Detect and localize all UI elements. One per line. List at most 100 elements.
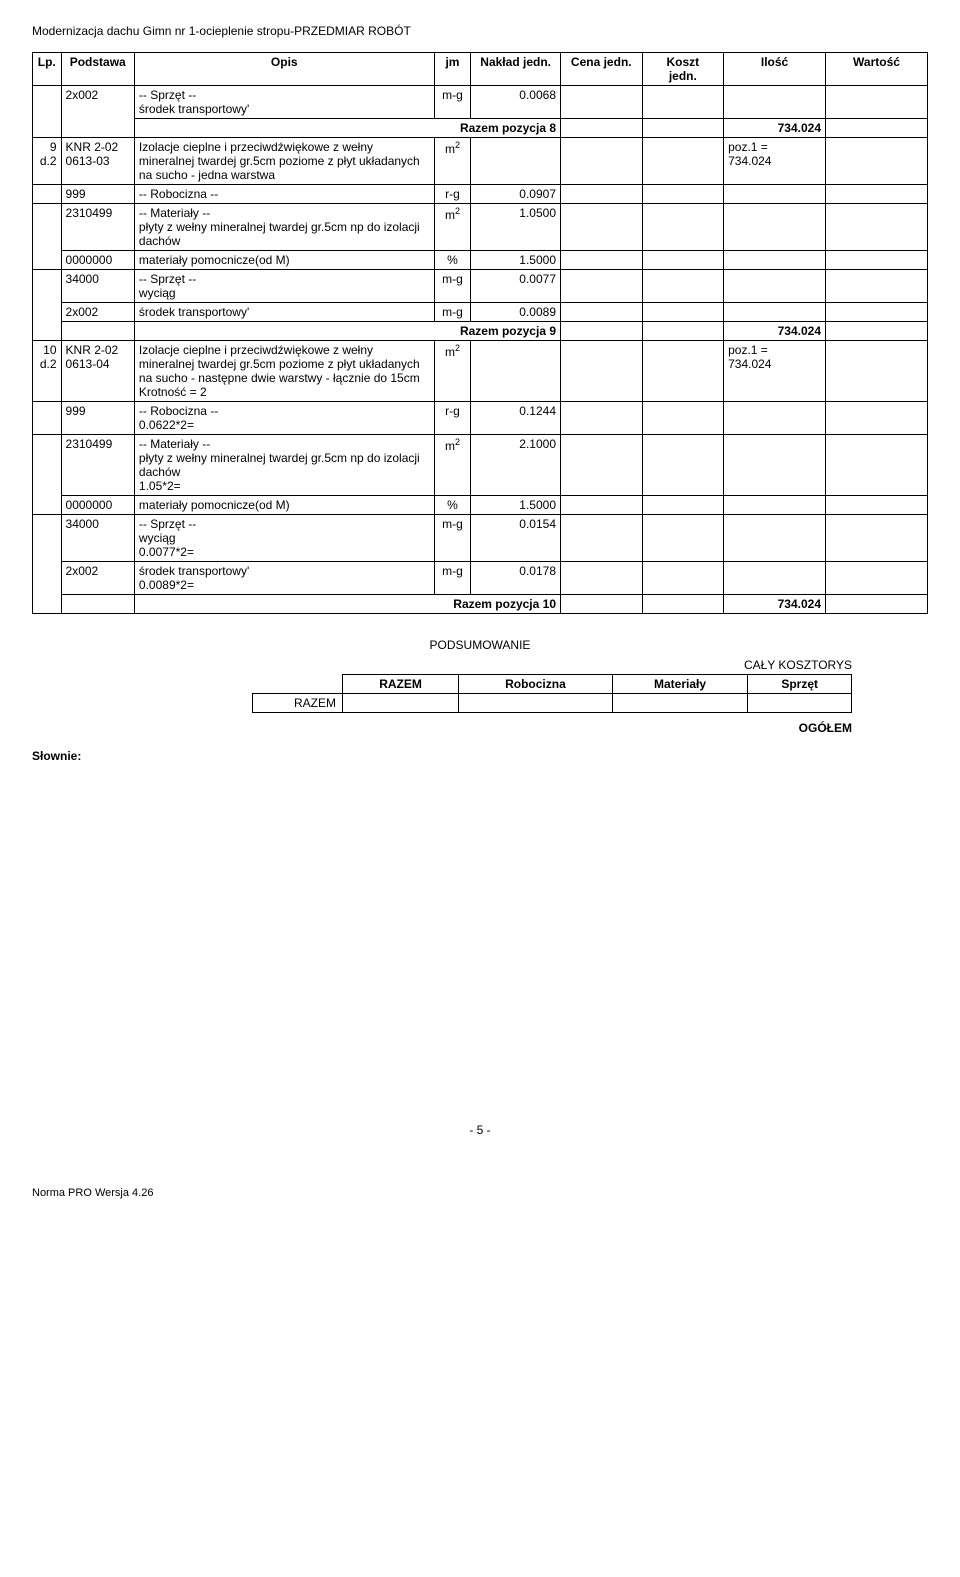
summary-data-row: RAZEM: [253, 694, 852, 713]
razem-value: 734.024: [724, 119, 826, 138]
cell-jm: m-g: [434, 270, 471, 303]
razem-value: 734.024: [724, 595, 826, 614]
th-opis: Opis: [134, 53, 434, 86]
cell-ilosc: poz.1 =734.024: [724, 138, 826, 185]
table-row: 2x002 środek transportowy' m-g 0.0089: [33, 303, 928, 322]
summary-table: RAZEM Robocizna Materiały Sprzęt RAZEM: [252, 674, 852, 713]
table-row: 0000000 materiały pomocnicze(od M) % 1.5…: [33, 496, 928, 515]
cell-naklad: 1.0500: [471, 204, 561, 251]
table-row: 2x002 środek transportowy' 0.0089*2= m-g…: [33, 562, 928, 595]
summary-row-label: RAZEM: [253, 694, 343, 713]
th-ilosc: Ilość: [724, 53, 826, 86]
cell-naklad: 1.5000: [471, 251, 561, 270]
cell-naklad: 0.0068: [471, 86, 561, 119]
cell-opis: środek transportowy': [134, 303, 434, 322]
th-podstawa: Podstawa: [61, 53, 134, 86]
cell-jm: m-g: [434, 86, 471, 119]
cell-podstawa: 34000: [61, 515, 134, 562]
cell-opis: -- Materiały --płyty z wełny mineralnej …: [134, 435, 434, 496]
th-koszt: Kosztjedn.: [642, 53, 724, 86]
table-row: 9d.2 KNR 2-020613-03 Izolacje cieplne i …: [33, 138, 928, 185]
cell-jm: m-g: [434, 515, 471, 562]
cell-podstawa: KNR 2-020613-03: [61, 138, 134, 185]
cell-jm: m2: [434, 435, 471, 496]
table-row: 2310499 -- Materiały --płyty z wełny min…: [33, 435, 928, 496]
th-naklad: Nakład jedn.: [471, 53, 561, 86]
table-row: 999 -- Robocizna -- r-g 0.0907: [33, 185, 928, 204]
cell-opis: -- Materiały --płyty z wełny mineralnej …: [134, 204, 434, 251]
summary-caption: CAŁY KOSZTORYS: [252, 658, 852, 672]
cell-naklad: 0.0089: [471, 303, 561, 322]
table-row: 34000 -- Sprzęt --wyciąg 0.0077*2= m-g 0…: [33, 515, 928, 562]
cell-jm: m-g: [434, 303, 471, 322]
cell-podstawa: 2x002: [61, 303, 134, 322]
cell-podstawa: 2x002: [61, 86, 134, 138]
cell-opis: -- Robocizna --0.0622*2=: [134, 402, 434, 435]
cell-jm: m2: [434, 341, 471, 402]
razem-label: Razem pozycja 9: [134, 322, 560, 341]
summary-heading: PODSUMOWANIE: [32, 638, 928, 652]
th-jm: jm: [434, 53, 471, 86]
cell-naklad: 0.0077: [471, 270, 561, 303]
cell-naklad: 0.1244: [471, 402, 561, 435]
table-row: 999 -- Robocizna --0.0622*2= r-g 0.1244: [33, 402, 928, 435]
summary-row-poz10: Razem pozycja 10 734.024: [33, 595, 928, 614]
summary-header-row: RAZEM Robocizna Materiały Sprzęt: [253, 675, 852, 694]
cell-opis: środek transportowy' 0.0089*2=: [134, 562, 434, 595]
cell-naklad: 1.5000: [471, 496, 561, 515]
cell-ilosc: poz.1 =734.024: [724, 341, 826, 402]
cell-lp: 10d.2: [33, 341, 62, 402]
th-sprzet: Sprzęt: [748, 675, 852, 694]
cell-podstawa: 2310499: [61, 435, 134, 496]
summary-row-poz8: Razem pozycja 8 734.024: [33, 119, 928, 138]
cell-naklad: 0.0907: [471, 185, 561, 204]
cell-opis: -- Robocizna --: [134, 185, 434, 204]
cell-opis: Izolacje cieplne i przeciwdźwiękowe z we…: [134, 138, 434, 185]
cell-opis: -- Sprzęt --środek transportowy': [134, 86, 434, 119]
cell-opis: materiały pomocnicze(od M): [134, 496, 434, 515]
th-lp: Lp.: [33, 53, 62, 86]
cell-podstawa: 2x002: [61, 562, 134, 595]
table-header-row: Lp. Podstawa Opis jm Nakład jedn. Cena j…: [33, 53, 928, 86]
cell-naklad: 0.0154: [471, 515, 561, 562]
cell-naklad: 2.1000: [471, 435, 561, 496]
th-wartosc: Wartość: [826, 53, 928, 86]
cell-opis: -- Sprzęt --wyciąg 0.0077*2=: [134, 515, 434, 562]
table-row: 34000 -- Sprzęt --wyciąg m-g 0.0077: [33, 270, 928, 303]
measurement-table: Lp. Podstawa Opis jm Nakład jedn. Cena j…: [32, 52, 928, 614]
cell-jm: r-g: [434, 185, 471, 204]
th-materialy: Materiały: [612, 675, 748, 694]
cell-lp: 9d.2: [33, 138, 62, 185]
cell-podstawa: 0000000: [61, 496, 134, 515]
cell-jm: m-g: [434, 562, 471, 595]
razem-label: Razem pozycja 10: [134, 595, 560, 614]
cell-naklad: 0.0178: [471, 562, 561, 595]
cell-opis: materiały pomocnicze(od M): [134, 251, 434, 270]
cell-opis: -- Sprzęt --wyciąg: [134, 270, 434, 303]
page-number: - 5 -: [32, 1123, 928, 1137]
cell-jm: %: [434, 251, 471, 270]
cell-jm: r-g: [434, 402, 471, 435]
cell-podstawa: KNR 2-020613-04: [61, 341, 134, 402]
th-cena: Cena jedn.: [561, 53, 643, 86]
cell-jm: m2: [434, 138, 471, 185]
cell-podstawa: 999: [61, 402, 134, 435]
table-row: 2310499 -- Materiały --płyty z wełny min…: [33, 204, 928, 251]
cell-opis: Izolacje cieplne i przeciwdźwiękowe z we…: [134, 341, 434, 402]
document-title: Modernizacja dachu Gimn nr 1-ocieplenie …: [32, 24, 928, 38]
cell-jm: m2: [434, 204, 471, 251]
th-razem: RAZEM: [343, 675, 459, 694]
cell-podstawa: 2310499: [61, 204, 134, 251]
th-robocizna: Robocizna: [459, 675, 613, 694]
cell-podstawa: 999: [61, 185, 134, 204]
grand-total-label: OGÓŁEM: [252, 721, 852, 735]
summary-row-poz9: Razem pozycja 9 734.024: [33, 322, 928, 341]
razem-value: 734.024: [724, 322, 826, 341]
table-row: 0000000 materiały pomocnicze(od M) % 1.5…: [33, 251, 928, 270]
razem-label: Razem pozycja 8: [134, 119, 560, 138]
cell-jm: %: [434, 496, 471, 515]
table-row: 2x002 -- Sprzęt --środek transportowy' m…: [33, 86, 928, 119]
in-words-label: Słownie:: [32, 749, 928, 763]
table-row: 10d.2 KNR 2-020613-04 Izolacje cieplne i…: [33, 341, 928, 402]
cell-podstawa: 34000: [61, 270, 134, 303]
